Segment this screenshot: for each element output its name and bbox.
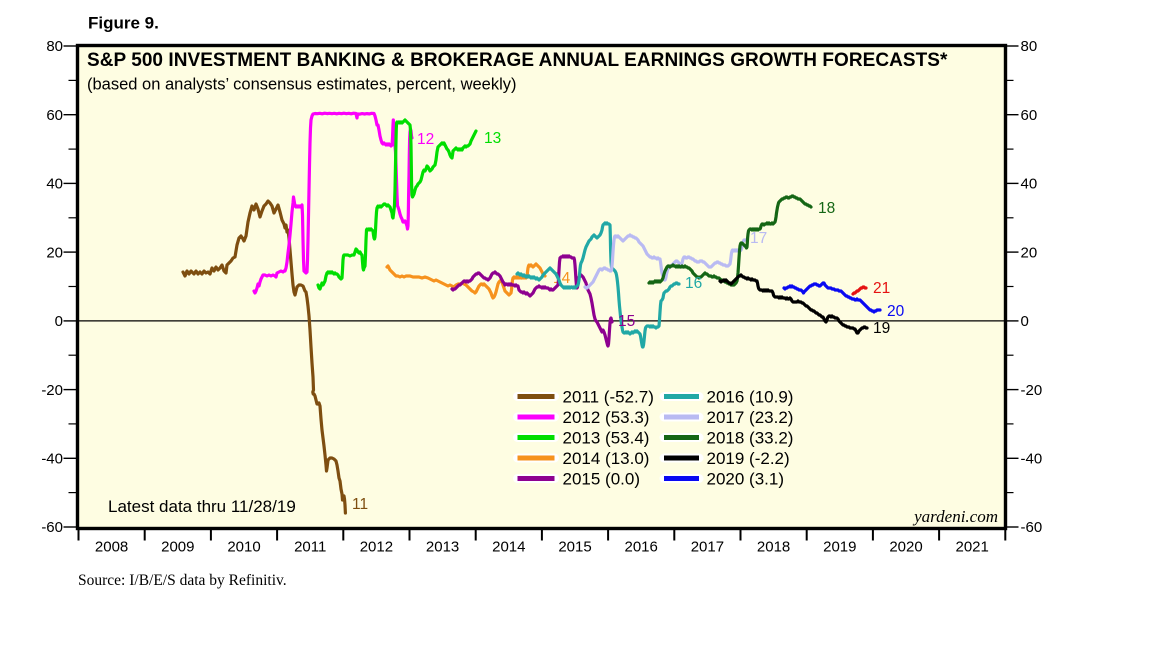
svg-text:yardeni.com: yardeni.com — [912, 507, 998, 526]
svg-text:-40: -40 — [41, 451, 63, 468]
svg-text:2016 (10.9): 2016 (10.9) — [707, 387, 794, 406]
svg-text:19: 19 — [873, 320, 890, 337]
svg-text:S&P 500 INVESTMENT BANKING & B: S&P 500 INVESTMENT BANKING & BROKERAGE A… — [87, 50, 948, 71]
svg-text:2017: 2017 — [691, 539, 724, 556]
svg-text:0: 0 — [55, 313, 63, 330]
svg-text:2008: 2008 — [95, 539, 128, 556]
svg-text:16: 16 — [685, 275, 702, 292]
svg-text:(based on analysts’ consensus: (based on analysts’ consensus estimates,… — [87, 76, 517, 94]
svg-text:-20: -20 — [1021, 382, 1043, 399]
svg-text:12: 12 — [417, 131, 434, 148]
svg-text:2013 (53.4): 2013 (53.4) — [563, 428, 650, 447]
svg-text:2019: 2019 — [823, 539, 856, 556]
svg-text:Source: I/B/E/S data by Refini: Source: I/B/E/S data by Refinitiv. — [78, 572, 287, 589]
svg-text:2015 (0.0): 2015 (0.0) — [563, 469, 641, 488]
svg-text:20: 20 — [46, 244, 63, 261]
svg-text:2009: 2009 — [161, 539, 194, 556]
svg-text:20: 20 — [887, 303, 905, 320]
svg-text:-20: -20 — [41, 382, 63, 399]
svg-text:18: 18 — [818, 200, 835, 217]
svg-text:11: 11 — [352, 496, 368, 513]
svg-text:2011: 2011 — [294, 539, 326, 556]
svg-text:Figure 9.: Figure 9. — [88, 14, 159, 33]
svg-text:60: 60 — [46, 107, 63, 124]
svg-text:60: 60 — [1021, 107, 1038, 124]
svg-text:-60: -60 — [1021, 519, 1043, 536]
svg-text:Latest data thru 11/28/19: Latest data thru 11/28/19 — [108, 497, 296, 516]
svg-text:-40: -40 — [1021, 451, 1043, 468]
svg-text:2012: 2012 — [360, 539, 393, 556]
svg-text:2013: 2013 — [426, 539, 459, 556]
svg-text:2020 (3.1): 2020 (3.1) — [707, 469, 785, 488]
svg-text:40: 40 — [46, 176, 63, 193]
svg-text:2018: 2018 — [757, 539, 790, 556]
svg-text:2011 (-52.7): 2011 (-52.7) — [563, 387, 654, 406]
svg-text:2014: 2014 — [492, 539, 525, 556]
svg-text:13: 13 — [484, 130, 501, 147]
svg-text:2012 (53.3): 2012 (53.3) — [563, 408, 650, 427]
svg-text:40: 40 — [1021, 176, 1038, 193]
svg-text:15: 15 — [618, 313, 635, 330]
svg-text:0: 0 — [1021, 313, 1029, 330]
svg-text:2018 (33.2): 2018 (33.2) — [707, 428, 794, 447]
svg-text:80: 80 — [46, 38, 63, 55]
svg-text:2010: 2010 — [227, 539, 260, 556]
svg-text:21: 21 — [873, 280, 890, 297]
svg-text:20: 20 — [1021, 244, 1038, 261]
svg-text:2017 (23.2): 2017 (23.2) — [707, 408, 794, 427]
svg-text:17: 17 — [750, 230, 767, 247]
svg-text:-60: -60 — [41, 519, 63, 536]
svg-text:80: 80 — [1021, 38, 1038, 55]
svg-text:2014 (13.0): 2014 (13.0) — [563, 449, 650, 468]
svg-text:2016: 2016 — [625, 539, 658, 556]
svg-text:2019 (-2.2): 2019 (-2.2) — [707, 449, 790, 468]
svg-text:2021: 2021 — [956, 539, 989, 556]
svg-text:2015: 2015 — [558, 539, 591, 556]
svg-text:2020: 2020 — [889, 539, 922, 556]
